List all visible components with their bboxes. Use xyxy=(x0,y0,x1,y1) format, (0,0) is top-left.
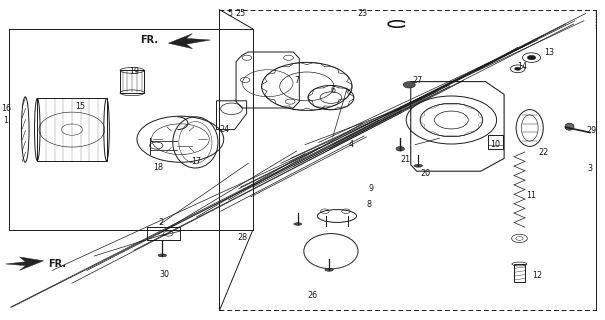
Text: 20: 20 xyxy=(420,169,431,178)
Text: 6: 6 xyxy=(330,86,335,95)
Text: 12: 12 xyxy=(532,271,543,280)
Text: 24: 24 xyxy=(219,125,229,134)
Text: 5: 5 xyxy=(227,9,233,18)
Text: 15: 15 xyxy=(74,102,85,111)
Ellipse shape xyxy=(294,223,302,225)
Text: 21: 21 xyxy=(400,155,410,164)
Text: 14: 14 xyxy=(517,62,527,71)
Text: 4: 4 xyxy=(348,140,353,149)
Text: 7: 7 xyxy=(294,76,299,85)
Circle shape xyxy=(396,147,404,151)
Text: 18: 18 xyxy=(153,163,163,172)
Bar xyxy=(147,227,180,240)
Bar xyxy=(38,99,106,161)
Text: 3: 3 xyxy=(587,164,592,172)
Text: 28: 28 xyxy=(237,233,247,242)
Bar xyxy=(120,70,144,93)
Bar xyxy=(488,135,503,149)
Text: 9: 9 xyxy=(368,184,374,193)
Text: 19: 19 xyxy=(129,67,139,76)
Text: 22: 22 xyxy=(538,148,549,157)
Ellipse shape xyxy=(325,268,333,271)
Text: 23: 23 xyxy=(358,9,368,18)
Text: 10: 10 xyxy=(491,140,500,149)
Text: 26: 26 xyxy=(308,292,318,300)
Text: 11: 11 xyxy=(526,191,537,200)
Text: 17: 17 xyxy=(192,157,201,166)
Text: 8: 8 xyxy=(367,200,371,209)
Ellipse shape xyxy=(158,254,166,257)
Circle shape xyxy=(403,82,415,88)
Polygon shape xyxy=(5,257,44,270)
Text: 25: 25 xyxy=(235,9,246,18)
Text: 27: 27 xyxy=(412,76,422,85)
Circle shape xyxy=(515,67,521,70)
Text: 1: 1 xyxy=(3,116,8,124)
Ellipse shape xyxy=(414,164,422,167)
Ellipse shape xyxy=(565,123,574,130)
Text: FR.: FR. xyxy=(48,259,66,269)
Text: 2: 2 xyxy=(159,218,163,227)
Circle shape xyxy=(528,55,536,60)
Bar xyxy=(514,264,525,282)
Text: 16: 16 xyxy=(1,104,11,113)
Polygon shape xyxy=(168,34,211,49)
Text: 13: 13 xyxy=(544,48,555,57)
Text: 29: 29 xyxy=(587,126,597,135)
Text: FR.: FR. xyxy=(140,35,158,45)
Text: 30: 30 xyxy=(159,270,169,279)
